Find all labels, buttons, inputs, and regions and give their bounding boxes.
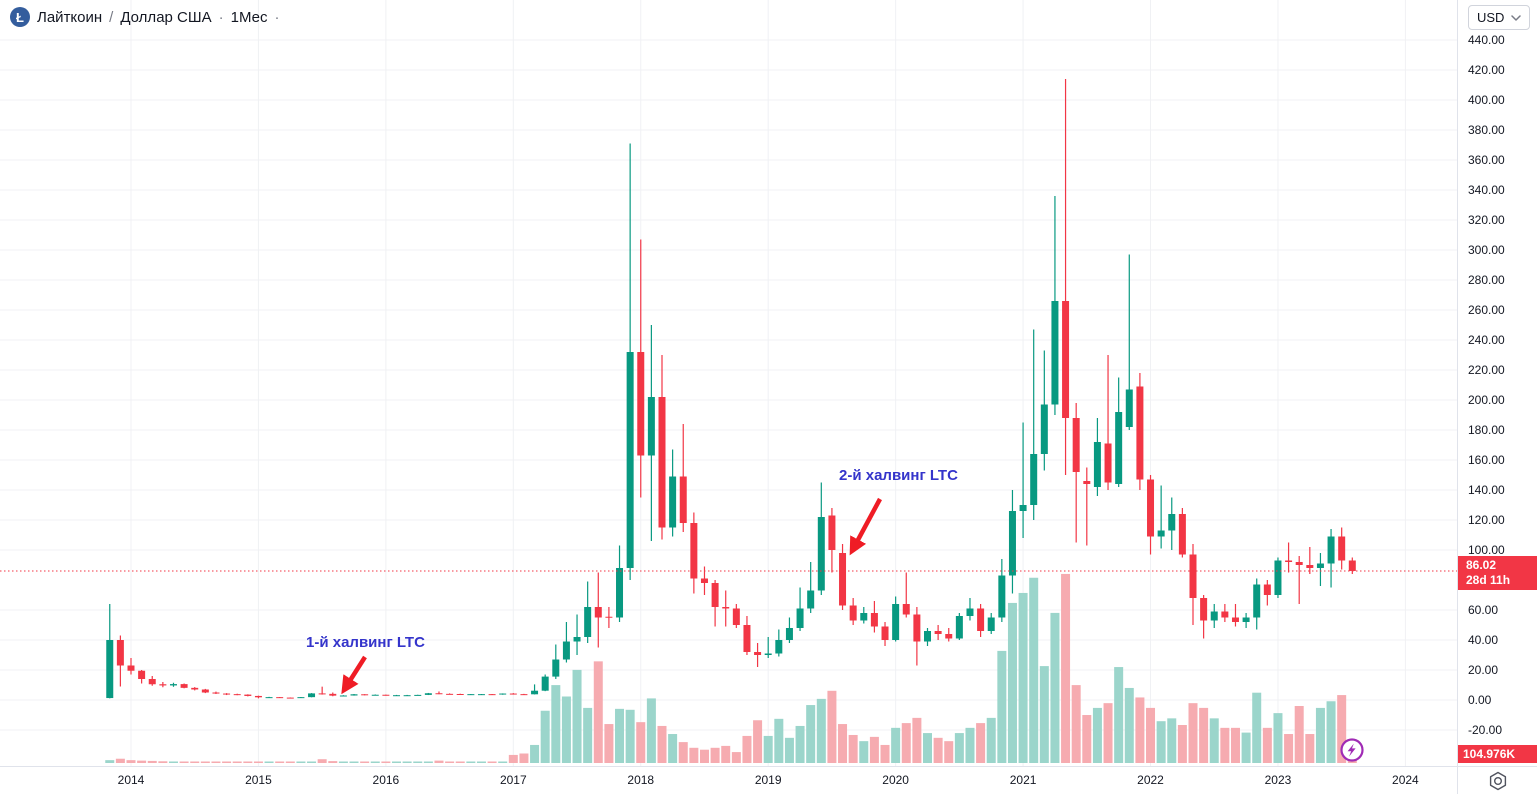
price-axis[interactable]: 440.00 420.00 400.00 380.00 360.00 340.00 320.… xyxy=(1457,0,1537,766)
price-tick-label: 20.00 xyxy=(1468,663,1499,677)
year-tick-label: 2016 xyxy=(372,773,400,787)
halving-annotation-1[interactable]: 1-й халвинг LTC xyxy=(306,634,425,651)
litecoin-logo-icon: Ł xyxy=(10,7,30,27)
price-tick-label: 180.00 xyxy=(1468,423,1505,437)
price-tick-label: 120.00 xyxy=(1468,513,1505,527)
volume-badge: 104.976K xyxy=(1458,745,1537,763)
interval-label[interactable]: 1Мес xyxy=(230,8,268,26)
price-tick-label: 240.00 xyxy=(1468,333,1505,347)
symbol-title[interactable]: Лайткоин xyxy=(37,8,103,26)
price-tick-label: 440.00 xyxy=(1468,33,1505,47)
bar-countdown-label: 28d 11h xyxy=(1466,573,1511,587)
current-price-value: 86.02 xyxy=(1466,558,1497,572)
price-tick-label: 60.00 xyxy=(1468,603,1499,617)
halving-annotation-2[interactable]: 2-й халвинг LTC xyxy=(839,467,958,484)
currency-dropdown-value: USD xyxy=(1477,10,1505,25)
symbol-separator: / xyxy=(109,8,114,26)
chevron-down-icon xyxy=(1511,14,1521,21)
year-tick-label: 2021 xyxy=(1009,773,1037,787)
price-tick-label: 360.00 xyxy=(1468,153,1505,167)
price-tick-label: 420.00 xyxy=(1468,63,1505,77)
current-price-badge: 86.02 28d 11h xyxy=(1458,556,1537,590)
price-tick-label: 220.00 xyxy=(1468,363,1505,377)
price-tick-label: 260.00 xyxy=(1468,303,1505,317)
price-chart-canvas[interactable] xyxy=(0,0,1457,766)
price-tick-label: 340.00 xyxy=(1468,183,1505,197)
price-tick-label: 320.00 xyxy=(1468,213,1505,227)
axis-corner-cell[interactable] xyxy=(1457,766,1537,794)
currency-dropdown[interactable]: USD xyxy=(1468,5,1530,30)
price-tick-label: 160.00 xyxy=(1468,453,1505,467)
year-tick-label: 2015 xyxy=(245,773,272,787)
year-tick-label: 2022 xyxy=(1137,773,1164,787)
currency-title[interactable]: Доллар США xyxy=(120,8,212,26)
symbol-header[interactable]: Ł Лайткоин / Доллар США · 1Мес · xyxy=(10,7,280,27)
year-tick-label: 2014 xyxy=(117,773,145,787)
time-axis[interactable]: 2014 2015 2016 2017 2018 2019 2020 2021 2022 2023… xyxy=(0,766,1457,794)
price-tick-label: 40.00 xyxy=(1468,633,1499,647)
scale-settings-gear-icon[interactable] xyxy=(1487,770,1509,792)
year-tick-label: 2017 xyxy=(499,773,527,787)
year-tick-label: 2024 xyxy=(1392,773,1419,787)
price-tick-label: 0.00 xyxy=(1468,693,1492,707)
lightning-event-icon[interactable] xyxy=(1338,736,1366,764)
year-tick-label: 2019 xyxy=(754,773,782,787)
year-tick-label: 2020 xyxy=(882,773,909,787)
trailing-dot: · xyxy=(274,8,280,26)
price-tick-label: 280.00 xyxy=(1468,273,1505,287)
price-tick-label: 300.00 xyxy=(1468,243,1505,257)
price-tick-label: -20.00 xyxy=(1468,723,1503,737)
year-tick-label: 2018 xyxy=(627,773,655,787)
price-tick-label: 100.00 xyxy=(1468,543,1505,557)
year-tick-label: 2023 xyxy=(1264,773,1292,787)
price-tick-label: 140.00 xyxy=(1468,483,1505,497)
price-tick-label: 400.00 xyxy=(1468,93,1505,107)
price-tick-label: 380.00 xyxy=(1468,123,1505,137)
price-tick-label: 200.00 xyxy=(1468,393,1505,407)
dot-separator: · xyxy=(218,8,224,26)
